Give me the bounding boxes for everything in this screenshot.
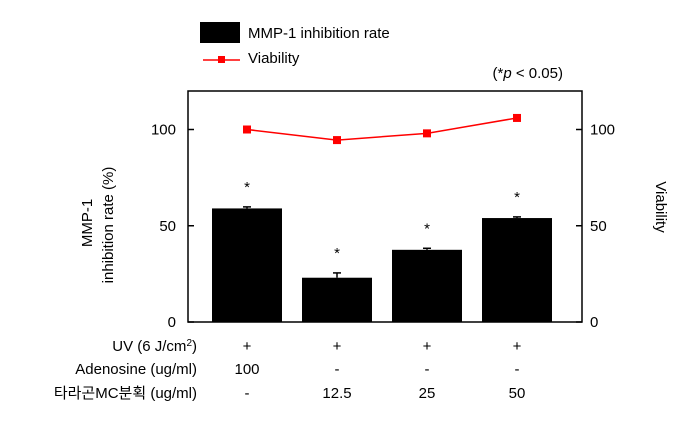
legend-bar-label: MMP-1 inhibition rate: [248, 25, 390, 42]
y2-axis-label: Viability: [652, 181, 669, 233]
y2-tick-label: 50: [590, 218, 607, 235]
treatment-cell: +: [333, 338, 342, 355]
legend: MMP-1 inhibition rate Viability: [200, 22, 390, 67]
y2-tick-label: 100: [590, 122, 615, 139]
treatment-cell: -: [425, 361, 430, 378]
y2-tick-label: 0: [590, 314, 598, 331]
treatment-cell: 25: [419, 385, 436, 402]
legend-line-marker: [218, 56, 225, 63]
bar: [482, 218, 552, 322]
treatment-cell: +: [243, 338, 252, 355]
viability-marker: [243, 125, 251, 134]
legend-line-label: Viability: [248, 50, 300, 67]
y-axis-label-line1: MMP-1: [79, 199, 96, 247]
significance-star: *: [514, 189, 520, 206]
treatment-cell: 12.5: [322, 385, 351, 402]
treatment-cell: 100: [234, 361, 259, 378]
treatment-cell: -: [335, 361, 340, 378]
viability-marker: [423, 129, 431, 138]
treatment-row-label: UV (6 J/cm2): [112, 338, 197, 356]
treatment-row-label: 타라곤MC분획 (ug/ml): [54, 385, 197, 402]
y-tick-label: 100: [151, 122, 176, 139]
viability-marker: [513, 113, 521, 122]
treatment-cell: -: [245, 385, 250, 402]
bar: [392, 249, 462, 322]
treatment-row-label: Adenosine (ug/ml): [75, 361, 197, 378]
treatment-cell: +: [513, 338, 522, 355]
y-tick-label: 0: [168, 314, 176, 331]
treatment-cell: +: [423, 338, 432, 355]
viability-marker: [333, 136, 341, 145]
treatment-cell: 50: [509, 385, 526, 402]
bar: [212, 208, 282, 322]
y-axis-label-line2: inhibition rate (%): [100, 167, 117, 284]
plot-frame: [187, 90, 583, 323]
significance-star: *: [424, 220, 430, 237]
significance-star: *: [244, 179, 250, 196]
viability-line: [246, 117, 518, 141]
significance-note: (*p < 0.05): [493, 65, 563, 82]
bar: [302, 277, 372, 322]
treatment-cell: -: [515, 361, 520, 378]
y-tick-label: 50: [159, 218, 176, 235]
significance-star: *: [334, 245, 340, 262]
legend-bar-swatch: [200, 22, 240, 43]
